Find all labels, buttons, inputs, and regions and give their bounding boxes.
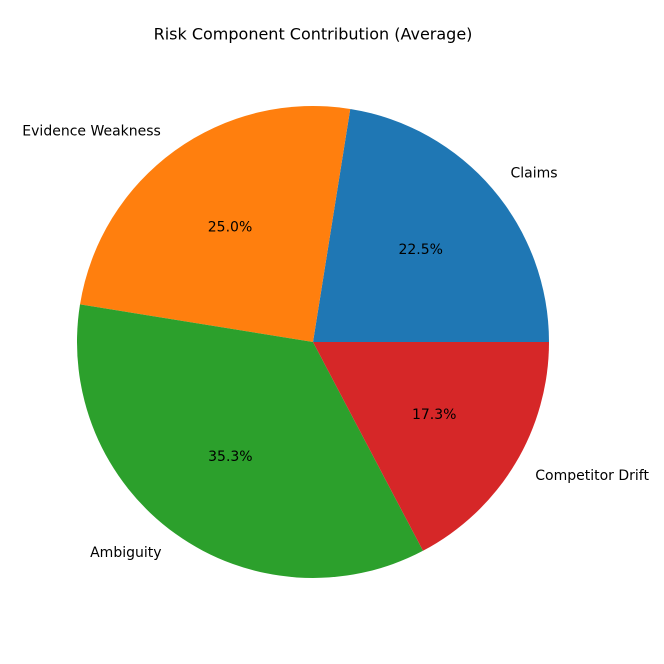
value-label: 17.3% — [412, 407, 456, 423]
slice-label: Claims — [511, 166, 558, 182]
slice-label: Ambiguity — [90, 545, 161, 561]
pie-slice — [80, 106, 351, 342]
value-label: 25.0% — [208, 219, 252, 235]
chart-title: Risk Component Contribution (Average) — [154, 25, 473, 44]
slice-label: Competitor Drift — [535, 468, 649, 484]
pie-slice — [313, 108, 549, 343]
pie-slice — [77, 304, 424, 578]
slice-label: Evidence Weakness — [22, 124, 161, 140]
value-label: 35.3% — [208, 449, 252, 465]
value-label: 22.5% — [398, 242, 442, 258]
pie-slice — [313, 342, 549, 551]
